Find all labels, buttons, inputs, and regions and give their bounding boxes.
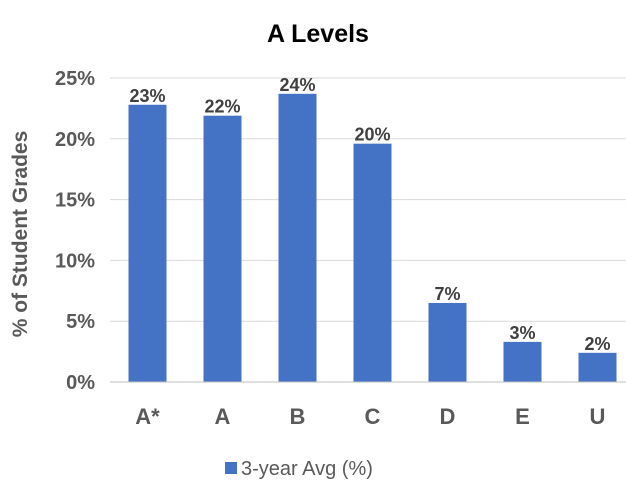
y-tick-label: 5% (66, 311, 95, 333)
legend: 3-year Avg (%) (225, 458, 373, 480)
bar (278, 93, 317, 383)
data-label: 22% (204, 97, 240, 117)
bar (353, 143, 392, 382)
x-axis-ticks: A* A B C D E U (135, 404, 605, 429)
bar (503, 341, 542, 382)
x-tick-label: E (515, 404, 530, 429)
y-tick-label: 15% (55, 190, 95, 212)
x-tick-label: C (365, 404, 381, 429)
bar (128, 104, 167, 382)
legend-label: 3-year Avg (%) (241, 458, 373, 480)
data-label: 24% (279, 75, 315, 95)
x-tick-label: D (440, 404, 456, 429)
x-tick-label: A* (135, 404, 160, 429)
legend-swatch (225, 462, 237, 474)
data-label: 20% (354, 125, 390, 145)
bar (578, 352, 617, 382)
bar (203, 115, 242, 383)
x-tick-label: A (215, 404, 231, 429)
x-tick-label: U (590, 404, 606, 429)
data-label: 2% (584, 334, 610, 354)
y-tick-label: 0% (66, 372, 95, 394)
chart-title: A Levels (267, 20, 369, 48)
data-label: 23% (129, 86, 165, 106)
data-label: 7% (434, 284, 460, 304)
y-axis-label: % of Student Grades (9, 131, 32, 338)
bar (428, 302, 467, 382)
data-label: 3% (509, 323, 535, 343)
y-tick-label: 25% (55, 68, 95, 90)
y-tick-label: 10% (55, 250, 95, 272)
bar-series: 23% 22% 24% 20% 7% 3% 2% (128, 75, 617, 383)
x-tick-label: B (290, 404, 306, 429)
y-tick-label: 20% (55, 129, 95, 151)
y-axis-ticks: 0% 5% 10% 15% 20% 25% (55, 68, 95, 394)
